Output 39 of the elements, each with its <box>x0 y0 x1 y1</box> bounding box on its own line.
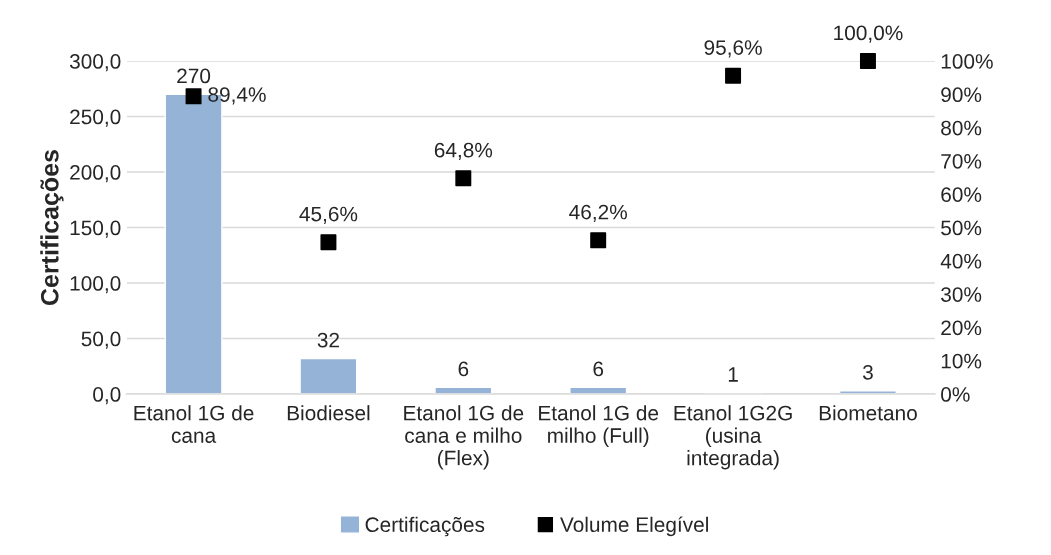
x-tick-label: Etanol 1G de milho (Full) <box>539 405 659 448</box>
y-tick-label: 300,0 <box>69 54 121 72</box>
y2-tick-label: 30% <box>941 287 982 302</box>
y-tick-label: 0,0 <box>93 387 121 405</box>
y2-tick-label: 100% <box>941 54 993 69</box>
y2-tick-label: 50% <box>941 220 982 236</box>
x-tick-label: Etanol 1G2G (usina integrada) <box>674 405 792 470</box>
y2-tick-label: 20% <box>941 320 982 336</box>
y2-tick-label: 0% <box>941 387 970 402</box>
data-label: 64,8% <box>434 142 493 160</box>
y-tick-label: 50,0 <box>81 331 121 349</box>
y-tick-label: 100,0 <box>70 276 121 294</box>
data-label: 6 <box>458 361 469 377</box>
y2-tick-label: 70% <box>941 153 982 169</box>
y-axis-title: Certificações <box>40 150 64 306</box>
y2-tick-label: 90% <box>941 87 982 103</box>
x-tick-label: Etanol 1G de cana e milho (Flex) <box>404 405 524 470</box>
data-label: 89,4% <box>208 87 266 105</box>
y2-tick-label: 80% <box>941 120 982 136</box>
data-label: 3 <box>862 364 873 380</box>
data-label: 46,2% <box>569 204 627 222</box>
y2-tick-label: 60% <box>941 187 982 202</box>
y-tick-label: 250,0 <box>70 109 121 127</box>
data-label: 100,0% <box>834 25 903 43</box>
y2-tick-label: 10% <box>941 353 982 369</box>
legend-label: Certificações <box>365 516 485 537</box>
x-tick-label: Etanol 1G de cana <box>134 405 254 443</box>
data-label: 45,6% <box>299 206 358 224</box>
data-label: 1 <box>728 367 738 382</box>
data-label: 32 <box>317 332 339 348</box>
y-tick-label: 150,0 <box>70 220 121 238</box>
legend-label: Volume Elegível <box>560 516 708 537</box>
data-label: 270 <box>177 68 211 84</box>
data-label: 95,6% <box>704 40 762 58</box>
y2-tick-label: 40% <box>940 253 982 269</box>
x-tick-label: Biodiesel <box>287 405 370 421</box>
x-tick-label: Biometano <box>819 405 917 421</box>
y-tick-label: 200,0 <box>70 165 121 183</box>
data-label: 6 <box>593 361 604 377</box>
